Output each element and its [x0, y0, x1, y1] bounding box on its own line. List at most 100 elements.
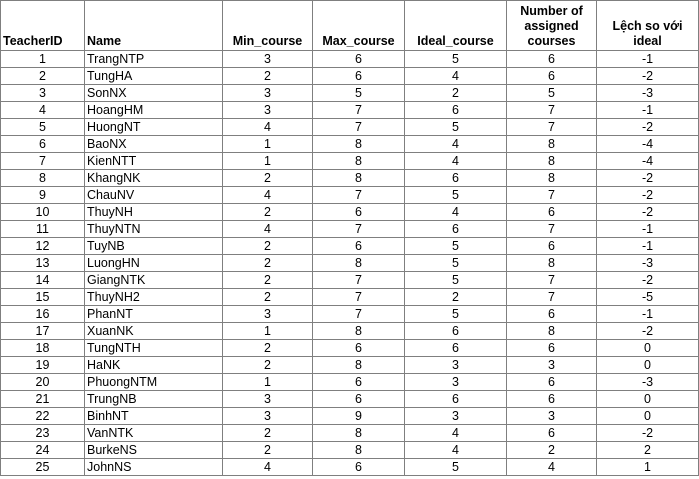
cell-ideal-course[interactable]: 5 [404, 458, 507, 476]
cell-ideal-course[interactable]: 2 [404, 84, 507, 102]
cell-teacher-id[interactable]: 4 [0, 101, 85, 119]
cell-name[interactable]: ThuyNH2 [84, 288, 223, 306]
cell-assigned-courses[interactable]: 8 [506, 169, 597, 187]
cell-teacher-id[interactable]: 9 [0, 186, 85, 204]
cell-max-course[interactable]: 6 [312, 50, 405, 68]
cell-ideal-course[interactable]: 5 [404, 271, 507, 289]
cell-ideal-course[interactable]: 2 [404, 288, 507, 306]
cell-assigned-courses[interactable]: 8 [506, 254, 597, 272]
cell-min-course[interactable]: 2 [222, 203, 313, 221]
cell-min-course[interactable]: 2 [222, 254, 313, 272]
cell-name[interactable]: SonNX [84, 84, 223, 102]
cell-deviation[interactable]: -2 [596, 67, 699, 85]
cell-teacher-id[interactable]: 18 [0, 339, 85, 357]
cell-min-course[interactable]: 4 [222, 186, 313, 204]
cell-ideal-course[interactable]: 3 [404, 373, 507, 391]
cell-teacher-id[interactable]: 7 [0, 152, 85, 170]
cell-name[interactable]: BaoNX [84, 135, 223, 153]
cell-teacher-id[interactable]: 15 [0, 288, 85, 306]
cell-teacher-id[interactable]: 14 [0, 271, 85, 289]
cell-max-course[interactable]: 6 [312, 373, 405, 391]
cell-min-course[interactable]: 1 [222, 135, 313, 153]
cell-deviation[interactable]: -1 [596, 305, 699, 323]
cell-name[interactable]: ChauNV [84, 186, 223, 204]
cell-name[interactable]: HuongNT [84, 118, 223, 136]
cell-teacher-id[interactable]: 5 [0, 118, 85, 136]
cell-assigned-courses[interactable]: 6 [506, 67, 597, 85]
cell-name[interactable]: KhangNK [84, 169, 223, 187]
cell-deviation[interactable]: -1 [596, 237, 699, 255]
cell-teacher-id[interactable]: 20 [0, 373, 85, 391]
cell-max-course[interactable]: 6 [312, 390, 405, 408]
cell-max-course[interactable]: 7 [312, 288, 405, 306]
cell-max-course[interactable]: 6 [312, 339, 405, 357]
cell-name[interactable]: JohnNS [84, 458, 223, 476]
cell-min-course[interactable]: 3 [222, 50, 313, 68]
cell-teacher-id[interactable]: 19 [0, 356, 85, 374]
cell-teacher-id[interactable]: 23 [0, 424, 85, 442]
cell-min-course[interactable]: 2 [222, 339, 313, 357]
cell-max-course[interactable]: 7 [312, 118, 405, 136]
cell-name[interactable]: TrungNB [84, 390, 223, 408]
cell-min-course[interactable]: 2 [222, 271, 313, 289]
cell-name[interactable]: HoangHM [84, 101, 223, 119]
cell-ideal-course[interactable]: 4 [404, 203, 507, 221]
cell-max-course[interactable]: 7 [312, 271, 405, 289]
cell-deviation[interactable]: -1 [596, 101, 699, 119]
cell-min-course[interactable]: 1 [222, 373, 313, 391]
cell-teacher-id[interactable]: 21 [0, 390, 85, 408]
cell-max-course[interactable]: 8 [312, 322, 405, 340]
cell-assigned-courses[interactable]: 7 [506, 271, 597, 289]
cell-max-course[interactable]: 6 [312, 67, 405, 85]
cell-assigned-courses[interactable]: 7 [506, 288, 597, 306]
cell-max-course[interactable]: 7 [312, 101, 405, 119]
header-assigned-courses[interactable]: Number of assigned courses [506, 0, 597, 51]
cell-ideal-course[interactable]: 6 [404, 390, 507, 408]
cell-deviation[interactable]: 0 [596, 356, 699, 374]
cell-assigned-courses[interactable]: 8 [506, 322, 597, 340]
cell-teacher-id[interactable]: 6 [0, 135, 85, 153]
cell-ideal-course[interactable]: 6 [404, 169, 507, 187]
cell-ideal-course[interactable]: 4 [404, 424, 507, 442]
cell-ideal-course[interactable]: 6 [404, 339, 507, 357]
cell-assigned-courses[interactable]: 4 [506, 458, 597, 476]
cell-teacher-id[interactable]: 22 [0, 407, 85, 425]
cell-teacher-id[interactable]: 16 [0, 305, 85, 323]
cell-deviation[interactable]: 0 [596, 339, 699, 357]
cell-min-course[interactable]: 3 [222, 390, 313, 408]
cell-max-course[interactable]: 8 [312, 169, 405, 187]
cell-max-course[interactable]: 6 [312, 237, 405, 255]
cell-ideal-course[interactable]: 4 [404, 441, 507, 459]
cell-deviation[interactable]: -2 [596, 203, 699, 221]
cell-assigned-courses[interactable]: 6 [506, 424, 597, 442]
cell-teacher-id[interactable]: 17 [0, 322, 85, 340]
cell-deviation[interactable]: -2 [596, 322, 699, 340]
cell-assigned-courses[interactable]: 6 [506, 339, 597, 357]
cell-ideal-course[interactable]: 4 [404, 135, 507, 153]
cell-min-course[interactable]: 2 [222, 288, 313, 306]
cell-teacher-id[interactable]: 13 [0, 254, 85, 272]
cell-min-course[interactable]: 2 [222, 67, 313, 85]
cell-max-course[interactable]: 9 [312, 407, 405, 425]
cell-min-course[interactable]: 2 [222, 356, 313, 374]
cell-min-course[interactable]: 2 [222, 237, 313, 255]
cell-deviation[interactable]: 0 [596, 407, 699, 425]
cell-ideal-course[interactable]: 5 [404, 50, 507, 68]
cell-deviation[interactable]: -4 [596, 135, 699, 153]
cell-ideal-course[interactable]: 6 [404, 322, 507, 340]
cell-deviation[interactable]: -1 [596, 50, 699, 68]
cell-assigned-courses[interactable]: 6 [506, 50, 597, 68]
cell-assigned-courses[interactable]: 7 [506, 101, 597, 119]
cell-deviation[interactable]: -3 [596, 254, 699, 272]
cell-deviation[interactable]: -2 [596, 271, 699, 289]
cell-assigned-courses[interactable]: 6 [506, 373, 597, 391]
cell-min-course[interactable]: 4 [222, 118, 313, 136]
cell-assigned-courses[interactable]: 8 [506, 152, 597, 170]
cell-max-course[interactable]: 8 [312, 356, 405, 374]
cell-ideal-course[interactable]: 6 [404, 220, 507, 238]
cell-name[interactable]: TungHA [84, 67, 223, 85]
cell-deviation[interactable]: -1 [596, 220, 699, 238]
cell-max-course[interactable]: 5 [312, 84, 405, 102]
cell-teacher-id[interactable]: 24 [0, 441, 85, 459]
cell-max-course[interactable]: 8 [312, 135, 405, 153]
